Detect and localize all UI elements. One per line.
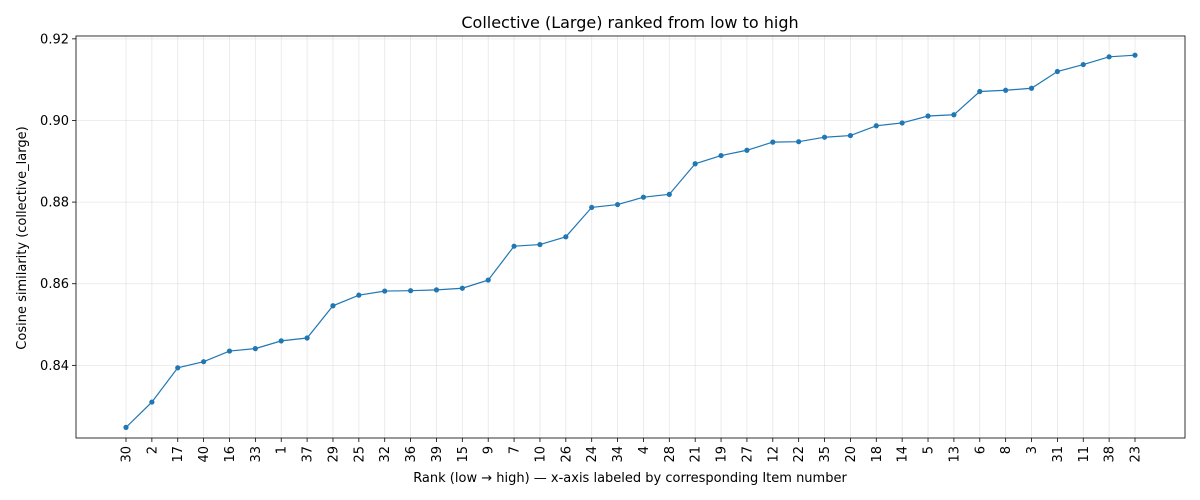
x-tick-label: 2: [145, 446, 160, 454]
x-tick-label: 5: [922, 446, 937, 454]
data-point: [433, 287, 440, 293]
x-tick-label: 33: [249, 446, 264, 463]
data-point: [278, 338, 284, 344]
x-tick-label: 12: [766, 446, 781, 463]
data-point: [1054, 68, 1060, 75]
data-point: [1003, 87, 1009, 93]
data-point: [614, 201, 621, 208]
data-point: [744, 147, 750, 153]
data-point: [770, 139, 776, 145]
data-point: [149, 399, 155, 405]
data-point: [382, 288, 388, 294]
data-point: [407, 288, 414, 294]
data-point: [175, 365, 181, 371]
data-point: [1080, 61, 1086, 68]
y-tick-label: 0.88: [40, 196, 69, 211]
x-tick-label: 8: [999, 446, 1014, 454]
x-tick-label: 32: [378, 446, 393, 463]
data-point: [252, 346, 258, 352]
data-point: [1132, 52, 1138, 58]
x-tick-label: 7: [508, 446, 523, 454]
grid-layer: [76, 36, 1185, 438]
data-point: [977, 88, 983, 95]
data-point: [821, 134, 828, 140]
x-tick-label: 26: [559, 446, 574, 463]
data-point: [226, 348, 233, 354]
x-tick-label: 28: [663, 446, 678, 463]
x-tick-label: 15: [456, 446, 471, 463]
x-tick-label: 3: [1025, 446, 1040, 454]
data-point: [873, 123, 879, 129]
x-tick-label: 11: [1077, 446, 1092, 463]
data-point: [1106, 54, 1112, 60]
x-tick-label: 18: [870, 446, 885, 463]
x-tick-label: 1: [275, 446, 290, 454]
x-tick-label: 29: [326, 446, 341, 463]
x-tick-label: 16: [223, 446, 238, 463]
data-point: [1028, 85, 1035, 91]
data-point: [304, 335, 310, 341]
data-point: [459, 285, 465, 291]
data-point: [485, 277, 491, 283]
x-tick-label: 35: [818, 446, 833, 463]
y-tick-label: 0.92: [40, 32, 69, 47]
x-tick-label: 39: [430, 446, 445, 463]
x-tick-label: 19: [715, 446, 730, 463]
x-tick-label: 17: [171, 446, 186, 463]
data-point: [537, 241, 543, 248]
x-tick-label: 30: [120, 446, 135, 463]
y-tick-label: 0.84: [40, 359, 69, 374]
y-axis-label: Cosine similarity (collective_large): [15, 126, 30, 349]
axis-layer: [75, 35, 1186, 439]
x-tick-label: 6: [973, 446, 988, 454]
data-point: [123, 424, 129, 430]
x-tick-label: 10: [533, 446, 548, 463]
x-axis-label: Rank (low → high) — x-axis labeled by co…: [413, 471, 847, 486]
data-point: [718, 152, 724, 159]
x-tick-label: 23: [1129, 446, 1144, 463]
y-tick-label: 0.86: [40, 277, 69, 292]
x-tick-label: 14: [896, 446, 911, 463]
chart-title: Collective (Large) ranked from low to hi…: [461, 13, 798, 32]
plot-frame: [75, 35, 1186, 439]
x-tick-label: 27: [740, 446, 755, 463]
data-point: [589, 204, 595, 211]
y-tick-label: 0.90: [40, 114, 69, 129]
x-tick-label: 36: [404, 446, 419, 463]
x-tick-label: 9: [482, 446, 497, 454]
data-point: [692, 161, 698, 167]
x-tick-label: 40: [197, 446, 212, 463]
data-point: [330, 303, 336, 309]
x-tick-label: 37: [301, 446, 316, 463]
x-tick-label: 25: [352, 446, 367, 463]
data-point: [201, 359, 207, 365]
x-tick-label: 31: [1051, 446, 1066, 463]
data-point: [640, 194, 647, 200]
data-point: [899, 120, 905, 126]
x-tick-label: 4: [637, 446, 652, 454]
data-point: [666, 191, 672, 197]
series-layer: [123, 52, 1138, 430]
x-tick-label: 38: [1103, 446, 1118, 463]
x-tick-label: 22: [792, 446, 807, 463]
x-tick-label: 20: [844, 446, 859, 463]
data-point: [511, 243, 517, 249]
data-point: [356, 292, 362, 298]
x-tick-label: 24: [585, 446, 600, 463]
data-point: [563, 234, 569, 240]
x-tick-label: 34: [611, 446, 626, 463]
x-tick-label: 13: [947, 446, 962, 463]
data-point: [847, 132, 854, 139]
data-point: [796, 139, 802, 145]
data-point: [951, 112, 957, 118]
series-line: [125, 54, 1136, 428]
x-tick-label: 21: [689, 446, 704, 463]
data-point: [925, 113, 931, 119]
